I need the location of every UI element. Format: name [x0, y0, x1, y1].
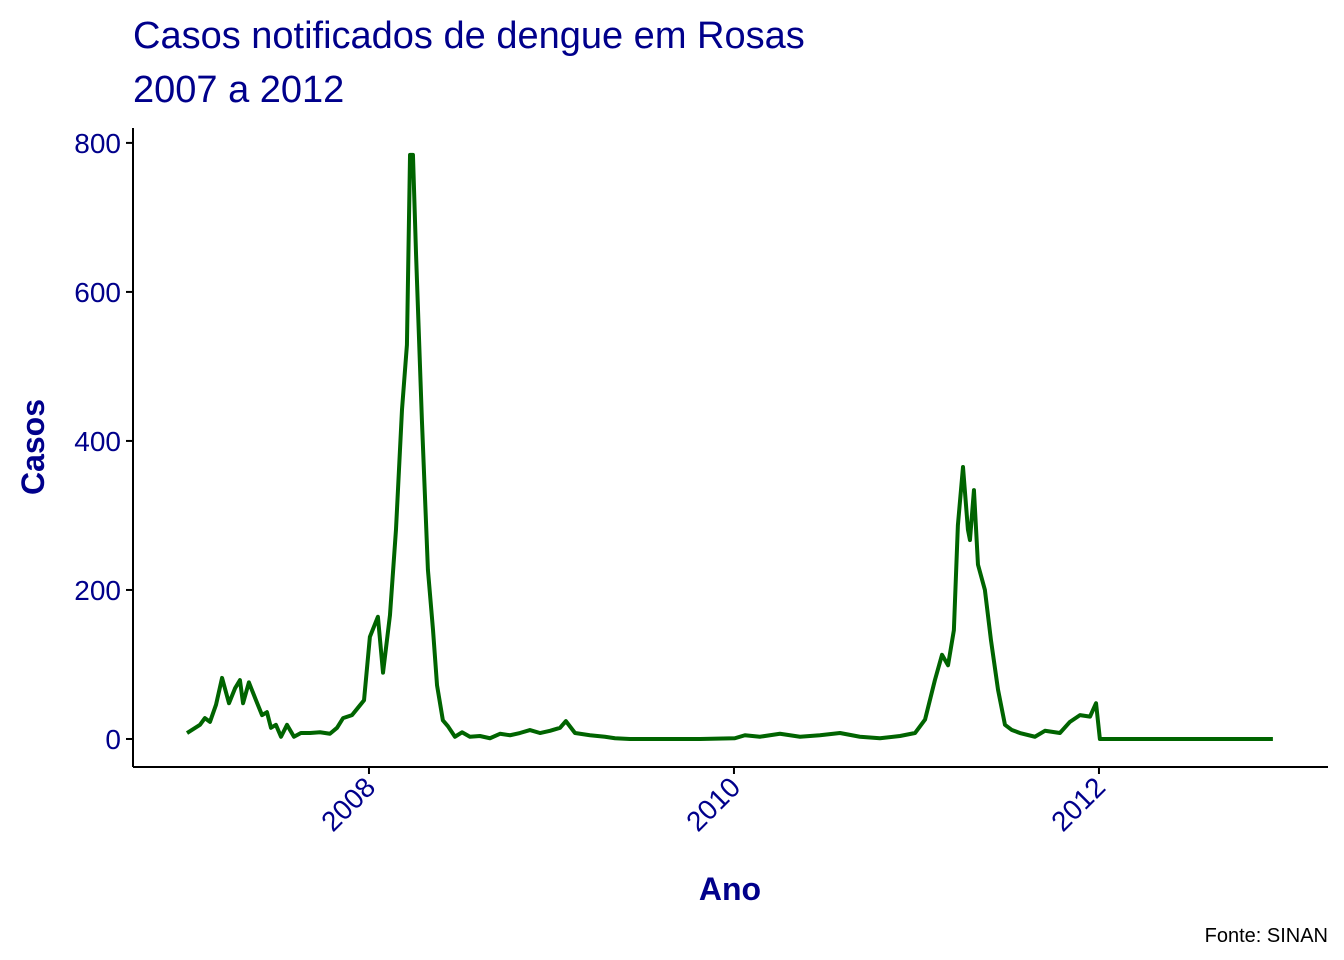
y-tick-label: 400 — [74, 426, 121, 457]
y-tick-label: 800 — [74, 128, 121, 159]
chart-title: Casos notificados de dengue em Rosas — [133, 15, 805, 57]
data-line — [185, 152, 1273, 741]
y-tick-label: 600 — [74, 277, 121, 308]
x-tick-label: 2010 — [680, 771, 746, 837]
y-tick-label: 200 — [74, 575, 121, 606]
x-tick-label: 2012 — [1045, 771, 1111, 837]
chart-subtitle: 2007 a 2012 — [133, 69, 344, 111]
x-tick-label: 2008 — [315, 771, 381, 837]
caption: Fonte: SINAN — [1205, 925, 1328, 947]
y-tick-label: 0 — [105, 724, 121, 755]
x-axis-title: Ano — [699, 871, 761, 907]
y-axis-title: Casos — [15, 399, 51, 495]
